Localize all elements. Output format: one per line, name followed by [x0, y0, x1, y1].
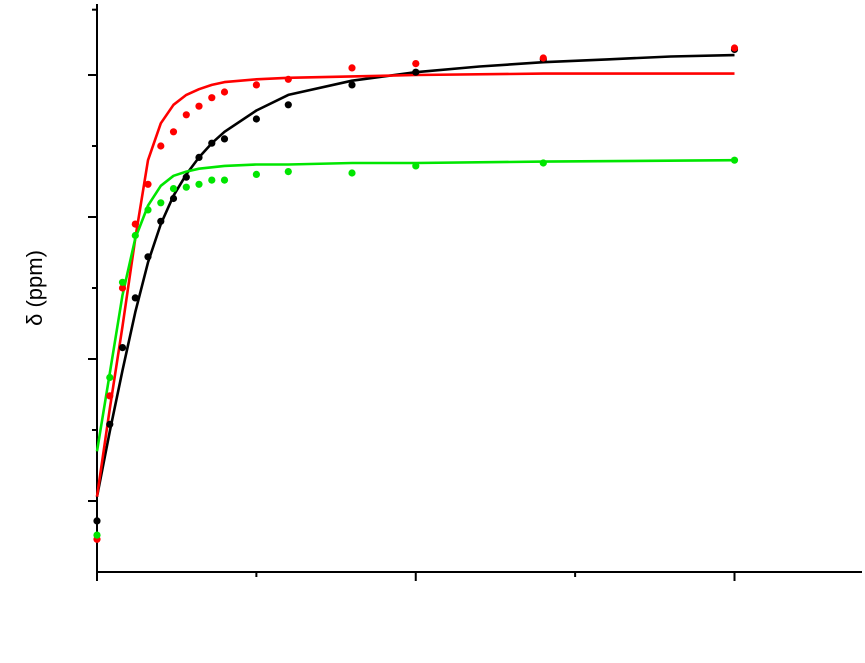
data-point-series-3 [412, 162, 420, 170]
data-point-series-2 [118, 284, 127, 292]
data-point-series-2 [220, 88, 229, 96]
data-point-series-1 [348, 81, 356, 89]
data-point-series-1 [157, 217, 165, 225]
data-point-series-2 [106, 392, 114, 400]
data-point-series-3 [539, 159, 547, 167]
data-point-series-3 [169, 185, 178, 193]
data-point-series-3 [144, 206, 152, 214]
data-point-series-2 [169, 128, 178, 136]
fit-curves [95, 53, 735, 497]
data-point-series-1 [412, 68, 420, 76]
data-point-series-3 [118, 278, 127, 286]
data-point-series-1 [252, 115, 260, 123]
fit-curve-series-2 [95, 72, 735, 497]
data-point-series-2 [284, 75, 292, 83]
data-point-series-2 [131, 220, 139, 228]
data-point-series-1 [182, 173, 190, 181]
data-point-series-1 [220, 135, 229, 143]
data-point-series-3 [208, 176, 216, 184]
data-point-series-3 [284, 168, 292, 176]
data-point-series-2 [412, 60, 420, 68]
data-point-series-3 [252, 170, 260, 178]
data-point-series-2 [144, 180, 152, 188]
data-point-series-1 [169, 194, 178, 203]
data-point-series-3 [131, 231, 139, 240]
data-point-series-2 [195, 102, 203, 110]
data-point-series-3 [157, 199, 165, 207]
data-point-series-2 [348, 64, 356, 72]
data-point-series-3 [93, 531, 101, 539]
data-point-series-1 [131, 294, 139, 302]
data-point-series-3 [182, 183, 190, 191]
data-point-series-3 [106, 373, 114, 382]
data-point-series-2 [539, 54, 547, 62]
fit-curve-series-1 [95, 53, 735, 497]
data-point-series-3 [348, 169, 356, 177]
data-point-series-2 [182, 111, 190, 119]
y-axis-label: δ (ppm) [22, 250, 47, 326]
data-point-series-2 [208, 94, 216, 102]
data-point-series-2 [252, 81, 260, 89]
data-point-series-3 [730, 156, 739, 164]
fit-curve-series-3 [95, 158, 735, 452]
data-point-series-1 [106, 420, 114, 428]
data-point-series-3 [220, 176, 229, 184]
data-points [93, 44, 739, 543]
data-point-series-1 [118, 344, 127, 352]
data-point-series-1 [195, 153, 203, 161]
data-point-series-2 [157, 142, 165, 150]
data-point-series-1 [208, 139, 216, 147]
data-point-series-1 [93, 517, 101, 525]
axes [88, 4, 862, 581]
data-point-series-2 [730, 44, 739, 52]
data-point-series-3 [195, 180, 203, 188]
data-point-series-1 [284, 101, 292, 109]
data-point-series-1 [144, 253, 152, 261]
